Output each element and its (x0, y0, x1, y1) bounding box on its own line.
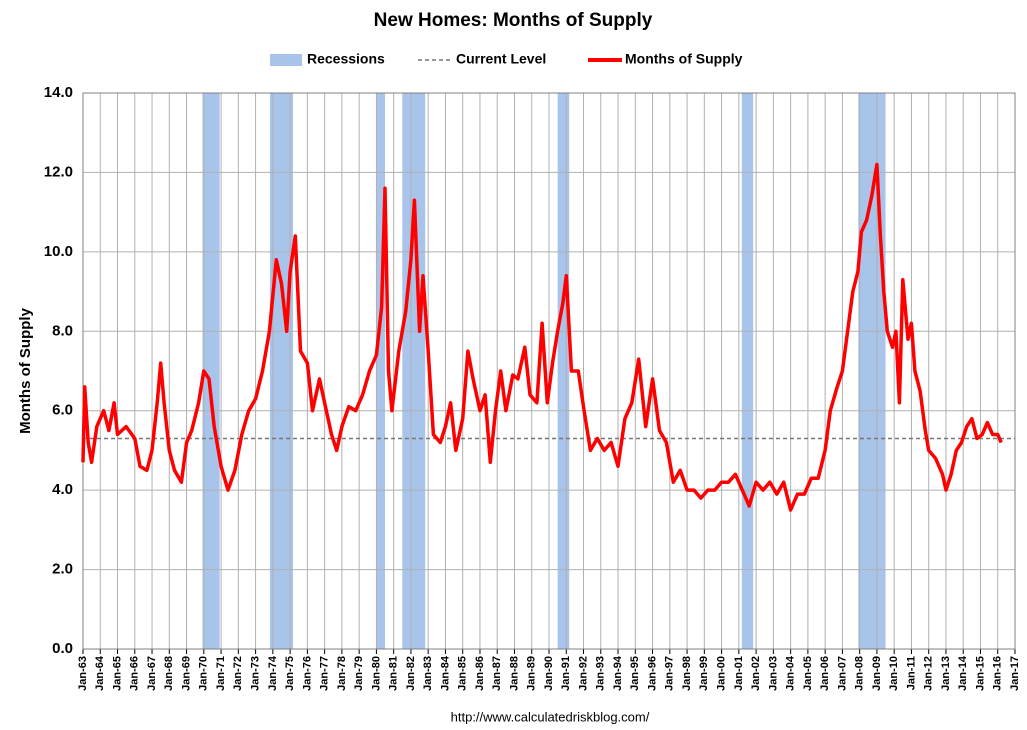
x-tick-label: Jan-14 (957, 655, 969, 691)
x-tick-label: Jan-11 (905, 656, 917, 690)
recession-band (858, 93, 886, 649)
x-tick-label: Jan-06 (819, 656, 831, 691)
x-tick-label: Jan-94 (612, 655, 624, 691)
series-line (81, 162, 1003, 512)
y-tick-label: 4.0 (52, 481, 73, 498)
recession-band (402, 93, 426, 649)
legend-series: Months of Supply (625, 51, 743, 67)
y-tick-label: 14.0 (44, 84, 73, 101)
y-tick-label: 8.0 (52, 322, 73, 339)
x-tick-label: Jan-87 (491, 656, 503, 691)
x-tick-label: Jan-01 (733, 656, 745, 691)
x-tick-label: Jan-83 (422, 656, 434, 691)
x-tick-label: Jan-85 (457, 656, 469, 691)
x-tick-label: Jan-04 (785, 655, 797, 691)
x-tick-label: Jan-64 (94, 655, 106, 691)
x-tick-label: Jan-88 (508, 656, 520, 691)
x-tick-label: Jan-16 (992, 656, 1004, 691)
x-tick-label: Jan-05 (802, 656, 814, 691)
x-tick-label: Jan-65 (111, 656, 123, 691)
plot-border (82, 92, 1016, 650)
y-tick-label: 0.0 (52, 640, 73, 657)
y-tick-label: 6.0 (52, 402, 73, 419)
x-tick-label: Jan-73 (249, 656, 261, 691)
legend-current: Current Level (456, 51, 546, 67)
recession-band (202, 93, 220, 649)
recession-band (741, 93, 754, 649)
x-tick-label: Jan-08 (854, 656, 866, 691)
x-tick-label: Jan-79 (353, 656, 365, 691)
x-tick-label: Jan-10 (888, 656, 900, 691)
legend-recessions-swatch (270, 54, 302, 66)
x-tick-label: Jan-96 (646, 656, 658, 691)
source: http://www.calculatedriskblog.com/ (451, 709, 650, 724)
x-tick-label: Jan-95 (629, 656, 641, 691)
x-tick-label: Jan-66 (129, 656, 141, 691)
recession-band (557, 93, 570, 649)
x-tick-label: Jan-68 (163, 656, 175, 691)
x-tick-label: Jan-80 (370, 656, 382, 691)
x-tick-label: Jan-81 (388, 656, 400, 691)
x-tick-label: Jan-99 (698, 656, 710, 691)
x-tick-label: Jan-86 (474, 656, 486, 691)
x-tick-label: Jan-00 (715, 656, 727, 691)
x-tick-label: Jan-76 (301, 656, 313, 691)
x-tick-label: Jan-97 (664, 656, 676, 691)
legend-recessions: Recessions (307, 51, 385, 67)
x-tick-label: Jan-03 (767, 656, 779, 691)
x-tick-label: Jan-98 (681, 656, 693, 691)
x-tick-label: Jan-89 (526, 656, 538, 691)
x-tick-label: Jan-77 (319, 656, 331, 691)
x-tick-label: Jan-13 (940, 656, 952, 691)
x-tick-label: Jan-72 (232, 656, 244, 691)
x-tick-label: Jan-15 (974, 656, 986, 691)
x-tick-label: Jan-93 (595, 656, 607, 691)
x-tick-label: Jan-71 (215, 656, 227, 691)
x-tick-label: Jan-07 (836, 656, 848, 691)
x-tick-label: Jan-02 (750, 656, 762, 691)
x-tick-label: Jan-12 (923, 656, 935, 691)
y-tick-label: 10.0 (44, 243, 73, 260)
recession-band (376, 93, 386, 649)
x-tick-label: Jan-75 (284, 656, 296, 691)
chart-title: New Homes: Months of Supply (374, 10, 653, 31)
x-tick-label: Jan-69 (180, 656, 192, 691)
x-tick-label: Jan-92 (577, 656, 589, 691)
x-tick-label: Jan-78 (336, 656, 348, 691)
y-tick-label: 12.0 (44, 163, 73, 180)
x-tick-label: Jan-82 (405, 656, 417, 691)
y-axis-label: Months of Supply (17, 307, 34, 433)
recession-band (269, 93, 294, 649)
x-tick-label: Jan-74 (267, 655, 279, 691)
x-tick-label: Jan-70 (198, 656, 210, 691)
x-tick-label: Jan-91 (560, 656, 572, 691)
y-tick-label: 2.0 (52, 561, 73, 578)
x-tick-label: Jan-90 (543, 656, 555, 691)
x-tick-label: Jan-63 (77, 656, 89, 691)
x-tick-label: Jan-09 (871, 656, 883, 691)
x-tick-label: Jan-17 (1009, 656, 1021, 691)
x-tick-label: Jan-67 (146, 656, 158, 691)
x-tick-label: Jan-84 (439, 655, 451, 691)
